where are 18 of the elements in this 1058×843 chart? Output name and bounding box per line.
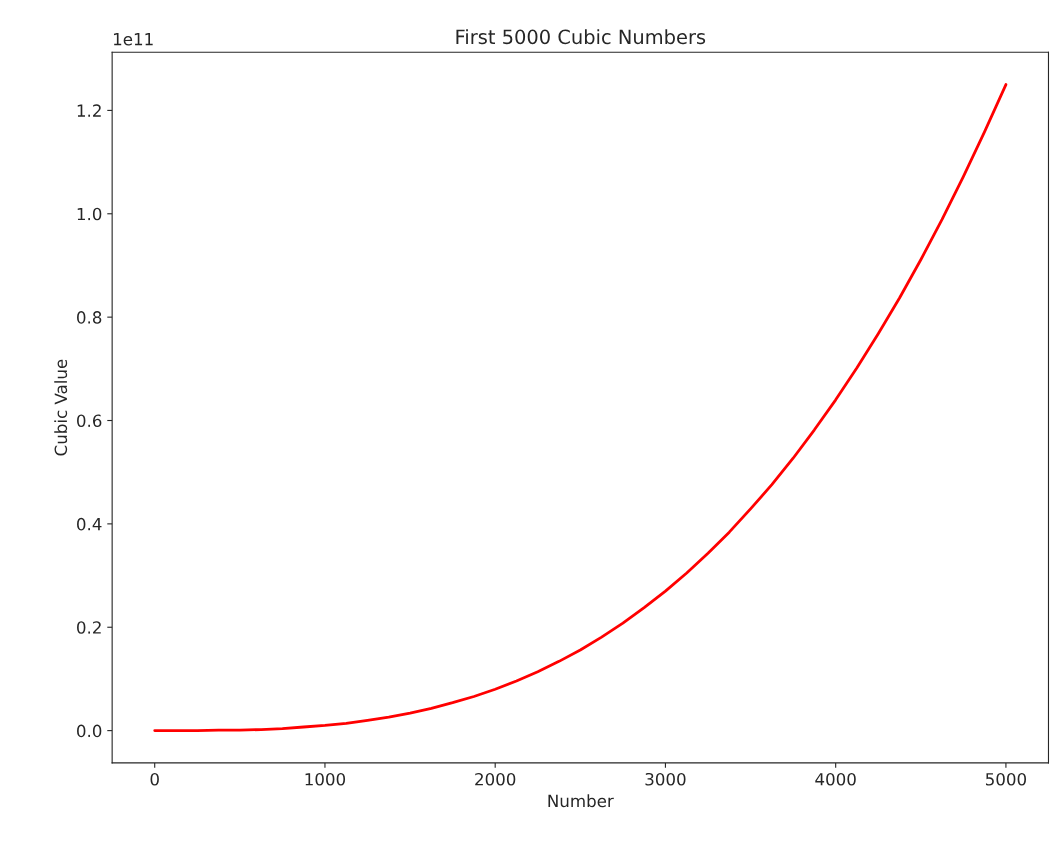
x-tick-label: 4000 <box>815 772 856 786</box>
line-series <box>153 83 1008 732</box>
x-tick-label: 1000 <box>305 772 346 786</box>
text: 1e11 <box>113 33 153 46</box>
chart-title: First 5000 Cubic Numbers <box>456 29 706 45</box>
x-axis-title: Number <box>548 794 614 808</box>
y-tick-label: 1.2 <box>77 104 101 117</box>
y-tick-label: 1.0 <box>77 207 102 221</box>
y-tick-label: 0.8 <box>77 311 102 324</box>
x-tick-label: 5000 <box>986 772 1027 786</box>
x-tick-label: 3000 <box>645 772 686 786</box>
x-tick-label: 0 <box>150 772 159 786</box>
y-tick-label: 0.4 <box>77 517 102 531</box>
y-tick-label: 0.6 <box>77 414 102 428</box>
x-tick-label: 2000 <box>475 772 516 786</box>
y-tick-label: 0.0 <box>77 724 102 738</box>
y-tick-label: 0.2 <box>77 621 101 634</box>
y-axis-title: Cubic Value <box>54 359 68 456</box>
